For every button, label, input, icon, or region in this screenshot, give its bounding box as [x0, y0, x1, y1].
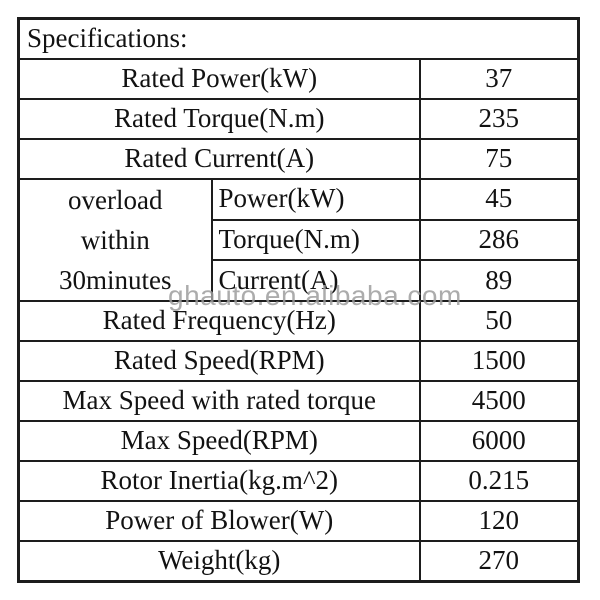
- row-label-rated-current: Rated Current(A): [17, 138, 421, 180]
- table-row: Max Speed with rated torque 4500: [17, 380, 580, 422]
- table-row: Rated Speed(RPM) 1500: [17, 340, 580, 382]
- table-row: Power of Blower(W) 120: [17, 500, 580, 542]
- row-value-max-speed-rated-torque: 4500: [418, 380, 580, 422]
- table-row: Rated Frequency(Hz) 50: [17, 300, 580, 342]
- row-label-rotor-inertia: Rotor Inertia(kg.m^2): [17, 460, 421, 502]
- row-value-max-speed: 6000: [418, 420, 580, 462]
- row-value-overload-power: 45: [418, 178, 580, 221]
- table-row: Max Speed(RPM) 6000: [17, 420, 580, 462]
- row-label-rated-frequency: Rated Frequency(Hz): [17, 300, 421, 342]
- table-row: overload within 30minutes Power(kW) 45: [17, 178, 580, 302]
- overload-label-line: 30minutes: [59, 265, 172, 295]
- table-title: Specifications:: [17, 17, 580, 60]
- row-label-rated-speed: Rated Speed(RPM): [17, 340, 421, 382]
- table-header-row: Specifications:: [17, 17, 580, 60]
- row-value-rotor-inertia: 0.215: [418, 460, 580, 502]
- row-label-weight: Weight(kg): [17, 540, 421, 583]
- row-value-rated-frequency: 50: [418, 300, 580, 342]
- table-row: Current(A) 89: [19, 259, 580, 302]
- table-row: Rated Torque(N.m) 235: [17, 98, 580, 140]
- table-row: Torque(N.m) 286: [19, 218, 580, 262]
- row-value-weight: 270: [418, 540, 580, 583]
- overload-label-line: within: [80, 225, 150, 255]
- row-label-overload-current: Current(A): [210, 259, 421, 302]
- row-label-rated-power: Rated Power(kW): [17, 58, 421, 100]
- overload-label-line: overload: [68, 185, 163, 215]
- row-value-rated-power: 37: [418, 58, 580, 100]
- row-label-max-speed-rated-torque: Max Speed with rated torque: [17, 380, 421, 422]
- table-row: Weight(kg) 270: [17, 540, 580, 583]
- row-label-overload-torque: Torque(N.m): [210, 218, 421, 262]
- row-value-overload-torque: 286: [418, 218, 580, 262]
- row-label-rated-torque: Rated Torque(N.m): [17, 98, 421, 140]
- row-label-overload-power: Power(kW): [210, 178, 421, 221]
- row-label-max-speed: Max Speed(RPM): [17, 420, 421, 462]
- row-value-rated-current: 75: [418, 138, 580, 180]
- row-label-power-of-blower: Power of Blower(W): [17, 500, 421, 542]
- overload-group-label: overload within 30minutes: [17, 178, 213, 302]
- row-value-power-of-blower: 120: [418, 500, 580, 542]
- table-row: Rotor Inertia(kg.m^2) 0.215: [17, 460, 580, 502]
- row-value-overload-current: 89: [418, 259, 580, 302]
- row-value-rated-torque: 235: [418, 98, 580, 140]
- specifications-table: Specifications: Rated Power(kW) 37 Rated…: [17, 17, 581, 583]
- table-row: Rated Power(kW) 37: [17, 58, 580, 100]
- table-row: Rated Current(A) 75: [17, 138, 580, 180]
- row-value-rated-speed: 1500: [418, 340, 580, 382]
